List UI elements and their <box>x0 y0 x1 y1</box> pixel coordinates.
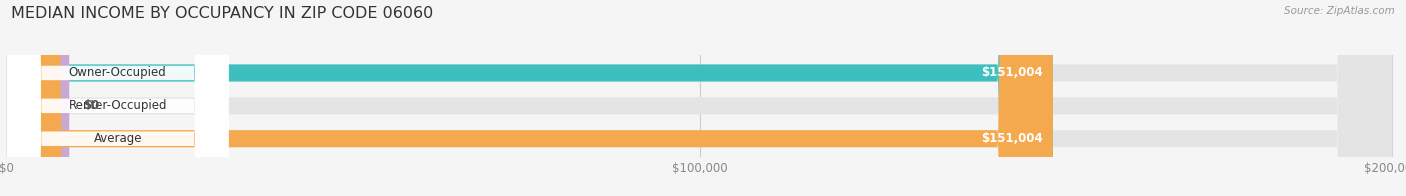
FancyBboxPatch shape <box>7 0 69 196</box>
FancyBboxPatch shape <box>7 0 229 196</box>
FancyBboxPatch shape <box>7 0 229 196</box>
FancyBboxPatch shape <box>7 0 1392 196</box>
FancyBboxPatch shape <box>7 0 1053 196</box>
Text: Source: ZipAtlas.com: Source: ZipAtlas.com <box>1284 6 1395 16</box>
Text: Average: Average <box>93 132 142 145</box>
Text: Renter-Occupied: Renter-Occupied <box>69 99 167 112</box>
FancyBboxPatch shape <box>7 0 1392 196</box>
Text: Owner-Occupied: Owner-Occupied <box>69 66 167 79</box>
FancyBboxPatch shape <box>7 0 1053 196</box>
FancyBboxPatch shape <box>7 0 1392 196</box>
FancyBboxPatch shape <box>7 0 229 196</box>
Text: $151,004: $151,004 <box>980 66 1042 79</box>
Text: $0: $0 <box>83 99 100 112</box>
Text: MEDIAN INCOME BY OCCUPANCY IN ZIP CODE 06060: MEDIAN INCOME BY OCCUPANCY IN ZIP CODE 0… <box>11 6 433 21</box>
Text: $151,004: $151,004 <box>980 132 1042 145</box>
